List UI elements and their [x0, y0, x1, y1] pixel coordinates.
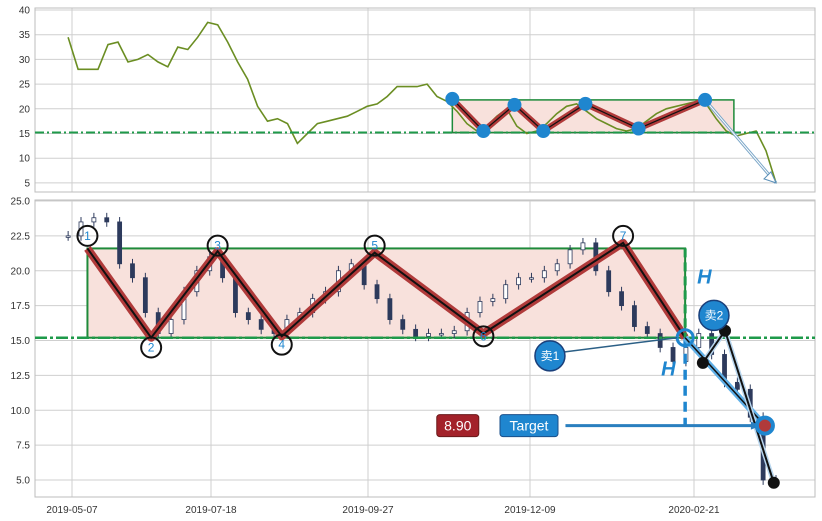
candle-body [65, 235, 71, 238]
pattern-point [536, 124, 551, 139]
candle-body [91, 217, 97, 223]
y-tick-label: 22.5 [11, 231, 31, 242]
x-tick-label: 2019-12-09 [504, 505, 556, 516]
y-tick-label: 25 [19, 80, 31, 91]
point-label-circle [140, 336, 163, 359]
pattern-point [507, 97, 522, 112]
target-value-box [436, 414, 480, 438]
candle-body [245, 312, 251, 320]
candle-body [374, 284, 380, 300]
candle-body [168, 319, 174, 334]
x-tick-label: 2019-09-27 [342, 505, 394, 516]
sell-point-label: 卖2 [705, 308, 724, 322]
y-tick-label: 35 [19, 30, 31, 41]
candle-body [606, 270, 612, 293]
y-tick-label: 10.0 [11, 406, 31, 417]
y-tick-label: 5 [24, 178, 30, 189]
candle-body [644, 326, 650, 334]
point-label-circle [270, 333, 293, 356]
y-tick-label: 25.0 [11, 197, 31, 208]
point-label: 4 [278, 338, 285, 352]
candle-body [632, 305, 637, 327]
y-tick-label: 20 [19, 104, 31, 115]
candle-body [734, 381, 740, 390]
point-label-circle [206, 234, 229, 257]
target-marker [754, 415, 775, 436]
point-label: 3 [214, 239, 221, 253]
y-tick-label: 40 [19, 6, 31, 17]
y-tick-label: 10 [19, 154, 31, 165]
x-tick-label: 2020-02-21 [668, 505, 720, 516]
candle-body [529, 277, 534, 280]
pattern-point [578, 96, 593, 111]
point-label-circle [472, 325, 495, 348]
pattern-point [476, 124, 491, 139]
y-tick-label: 7.5 [16, 441, 30, 452]
candle-body [387, 298, 393, 320]
point-label-circle [363, 234, 386, 257]
candle-body [117, 221, 123, 265]
sell-point-marker [698, 299, 730, 332]
point-label: 2 [148, 340, 155, 354]
y-tick-label: 17.5 [11, 301, 31, 312]
candle-body [130, 263, 135, 279]
axes-frame [34, 7, 816, 193]
price-line [67, 21, 777, 184]
pattern-point [698, 92, 713, 107]
candle-body [413, 328, 419, 337]
x-tick-label: 2019-07-18 [185, 505, 237, 516]
bottom-panel: 5.0 7.5 10.0 12.5 15.0 17.5 20.0 22.5 25.0 2019-0… [11, 197, 816, 516]
y-tick-label: 20.0 [11, 266, 31, 277]
axes-frame [34, 199, 816, 498]
candle-body [516, 277, 521, 286]
x-tick-label: 2019-05-07 [46, 505, 98, 516]
sell-arrow [564, 336, 678, 353]
point-label: 1 [84, 229, 91, 243]
pattern-point [445, 91, 460, 106]
point-label-circle [76, 224, 99, 247]
candle-body [426, 333, 431, 337]
candle-body [696, 333, 702, 348]
wave-point [696, 356, 709, 369]
wave-point [767, 476, 780, 489]
target-label-box [499, 414, 559, 438]
y-tick-label: 15.0 [11, 336, 31, 347]
candle-body [104, 217, 110, 223]
sell-point-label: 卖1 [541, 349, 560, 363]
candle-body [490, 298, 496, 302]
candle-body [670, 347, 676, 362]
y-tick-label: 30 [19, 55, 31, 66]
candle-body [619, 291, 624, 307]
y-tick-label: 5.0 [16, 476, 30, 487]
point-label-circle [612, 224, 635, 247]
candle-body [554, 263, 560, 272]
candle-body [567, 249, 573, 265]
top-panel: 5 10 15 20 25 30 35 40 [19, 6, 816, 193]
candle-body [477, 301, 483, 314]
candle-body [438, 333, 444, 336]
candle-body [541, 270, 547, 279]
y-tick-label: 15 [19, 129, 31, 140]
pattern-zigzag-core [86, 241, 686, 340]
point-label: 5 [371, 239, 378, 253]
target-value-label: 8.90 [444, 418, 471, 434]
candle-body [400, 319, 406, 330]
pattern-point [631, 121, 646, 136]
candle-body [142, 277, 148, 314]
target-arrow-inner [704, 99, 777, 184]
candle-body [258, 319, 264, 330]
height-label-lower: H [661, 358, 676, 380]
candle-body [580, 242, 586, 251]
sell-point-marker [534, 340, 566, 372]
height-label-upper: H [697, 266, 712, 288]
arrow-head [763, 171, 777, 184]
point-label: 6 [480, 329, 487, 343]
point-label: 7 [620, 229, 627, 243]
target-label: Target [510, 418, 549, 434]
candle-body [503, 284, 509, 300]
y-tick-label: 12.5 [11, 371, 31, 382]
candle-body [451, 330, 457, 334]
